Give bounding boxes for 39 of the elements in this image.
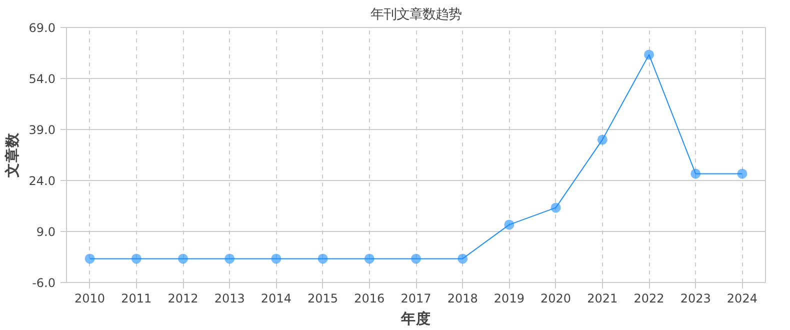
- point: [178, 254, 188, 264]
- point: [224, 254, 235, 264]
- point: [318, 254, 328, 264]
- x-tick-label: 2011: [121, 292, 152, 306]
- y-tick-label: 9.0: [36, 225, 56, 239]
- chart-title: 年刊文章数趋势: [370, 8, 462, 22]
- x-tick-label: 2023: [680, 292, 711, 306]
- x-tick-label: 2022: [634, 292, 664, 306]
- point: [504, 220, 514, 230]
- x-tick-label: 2018: [447, 292, 478, 306]
- x-tick-label: 2020: [540, 292, 572, 306]
- x-tick-label: 2010: [74, 292, 106, 306]
- x-tick-label: 2017: [400, 292, 432, 306]
- x-axis-title: 年度: [400, 310, 431, 328]
- point: [84, 254, 95, 264]
- x-tick-label: 2019: [494, 292, 524, 306]
- point: [271, 254, 282, 264]
- x-tick-label: 2012: [168, 292, 198, 306]
- x-tick-label: 2014: [260, 292, 292, 306]
- y-axis-title: 文章数: [2, 132, 21, 178]
- x-tick-label: 2016: [354, 292, 385, 306]
- point: [131, 254, 142, 264]
- point: [597, 134, 608, 145]
- point: [550, 202, 561, 213]
- point: [411, 254, 421, 264]
- point: [644, 50, 654, 60]
- point: [737, 168, 748, 179]
- x-tick-label: 2024: [726, 292, 758, 306]
- x-tick-label: 2013: [214, 292, 245, 306]
- y-tick-label: 54.0: [28, 72, 56, 86]
- point: [458, 254, 468, 264]
- y-tick-label: 69.0: [28, 21, 56, 35]
- point: [364, 254, 374, 264]
- point: [690, 168, 701, 179]
- y-tick-label: -6.0: [32, 276, 56, 290]
- y-tick-label: 24.0: [28, 174, 56, 188]
- x-tick-label: 2015: [308, 292, 338, 306]
- x-tick-label: 2021: [587, 292, 618, 306]
- y-tick-label: 39.0: [28, 123, 56, 137]
